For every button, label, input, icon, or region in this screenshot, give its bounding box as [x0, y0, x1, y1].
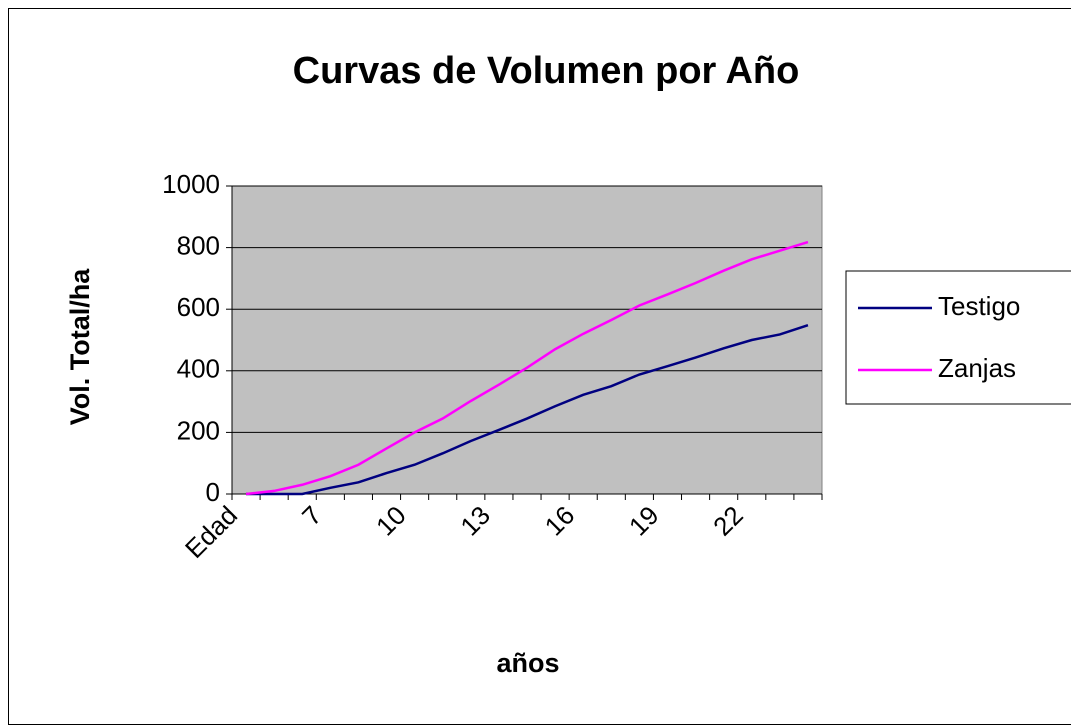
y-tick-label: 1000: [162, 169, 220, 199]
y-tick-label: 0: [206, 477, 220, 507]
series-line: [246, 324, 809, 496]
y-tick-label: 800: [177, 230, 220, 260]
legend-box: [845, 270, 1071, 405]
x-axis-label: años: [496, 648, 559, 678]
y-tick-label: 600: [177, 292, 220, 322]
chart-title: Curvas de Volumen por Año: [293, 50, 800, 92]
legend-label: Testigo: [938, 291, 1020, 321]
series-line: [245, 240, 809, 496]
y-tick-label: 200: [177, 415, 220, 445]
y-tick-label: 400: [177, 354, 220, 384]
plot-area: [231, 185, 823, 495]
y-axis-label: Vol. Total/ha: [65, 268, 95, 425]
legend-label: Zanjas: [938, 353, 1016, 383]
